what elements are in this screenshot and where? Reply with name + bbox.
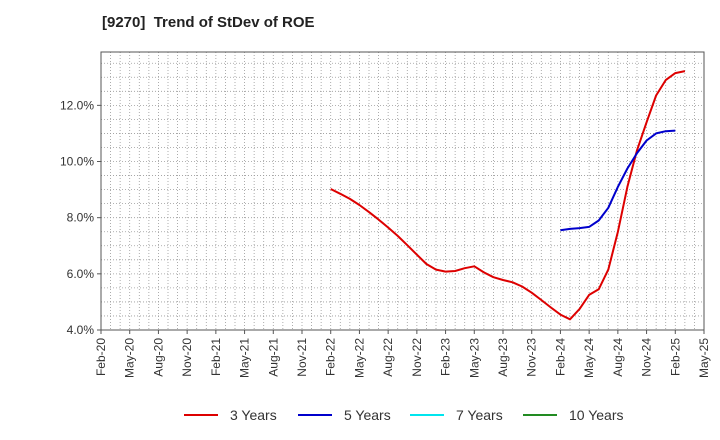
x-tick-label: Feb-21 (209, 338, 223, 376)
plot-area (101, 52, 704, 330)
x-tick-label: Nov-23 (525, 338, 539, 377)
x-tick-label: Feb-23 (439, 338, 453, 376)
y-tick-label: 8.0% (67, 211, 95, 225)
legend-swatch (410, 414, 444, 416)
legend-label: 10 Years (569, 407, 624, 423)
plot-border (100, 51, 705, 331)
x-tick-label: Nov-24 (640, 338, 654, 377)
x-tick-label: Feb-24 (553, 338, 567, 376)
x-tick-label: May-20 (123, 338, 137, 378)
legend-item: 10 Years (523, 404, 624, 426)
legend-item: 5 Years (298, 404, 391, 426)
legend-swatch (298, 414, 332, 416)
x-tick-label: Aug-23 (496, 338, 510, 377)
x-tick-label: May-25 (697, 338, 711, 378)
legend-label: 5 Years (344, 407, 391, 423)
x-tick-label: Feb-25 (668, 338, 682, 376)
legend-label: 3 Years (230, 407, 277, 423)
y-tick-label: 4.0% (67, 323, 95, 337)
y-tick-label: 12.0% (60, 98, 94, 112)
series-line-5-years (560, 129, 676, 232)
x-tick-label: Aug-20 (151, 338, 165, 377)
legend-swatch (523, 414, 557, 416)
y-tick-label: 10.0% (60, 155, 94, 169)
x-tick-label: Aug-21 (266, 338, 280, 377)
chart-legend: 3 Years 5 Years 7 Years 10 Years (0, 404, 720, 426)
x-tick-label: Feb-20 (94, 338, 108, 376)
line-chart: 4.0% 6.0% 8.0% 10.0% 12.0% Feb-20 May-20 Aug-20… (60, 51, 711, 378)
x-tick-label: May-21 (238, 338, 252, 378)
x-tick-label: May-23 (467, 338, 481, 378)
x-tick-label: May-24 (582, 338, 596, 378)
legend-swatch (184, 414, 218, 416)
legend-item: 7 Years (410, 404, 503, 426)
x-tick-label: Nov-22 (410, 338, 424, 377)
chart-title: [9270] Trend of StDev of ROE (102, 14, 315, 31)
x-tick-label: Feb-22 (324, 338, 338, 376)
legend-item: 3 Years (184, 404, 277, 426)
x-tick-label: May-22 (352, 338, 366, 378)
y-tick-label: 6.0% (67, 267, 95, 281)
series-line-3-years (330, 70, 686, 321)
x-tick-label: Nov-20 (180, 338, 194, 377)
x-tick-label: Aug-22 (381, 338, 395, 377)
legend-label: 7 Years (456, 407, 503, 423)
x-tick-label: Nov-21 (295, 338, 309, 377)
x-tick-label: Aug-24 (611, 338, 625, 377)
